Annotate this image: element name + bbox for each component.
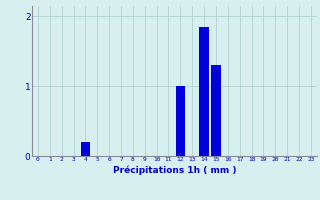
Bar [199, 27, 209, 156]
Bar [81, 142, 90, 156]
Bar [211, 65, 221, 156]
Bar [176, 86, 185, 156]
X-axis label: Précipitations 1h ( mm ): Précipitations 1h ( mm ) [113, 165, 236, 175]
